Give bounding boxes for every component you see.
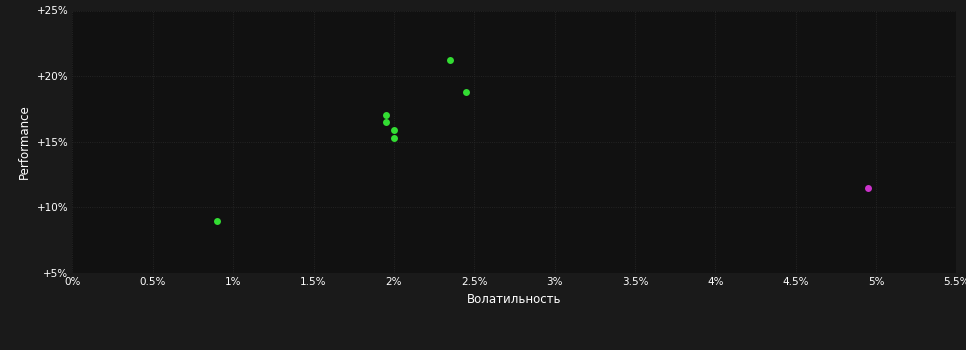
Y-axis label: Performance: Performance [18, 104, 31, 179]
Point [442, 57, 458, 63]
Point [210, 218, 225, 223]
Point [459, 89, 474, 95]
Point [861, 185, 876, 190]
X-axis label: Волатильность: Волатильность [468, 293, 561, 306]
Point [386, 127, 402, 133]
Point [378, 113, 393, 118]
Point [386, 135, 402, 141]
Point [378, 119, 393, 125]
